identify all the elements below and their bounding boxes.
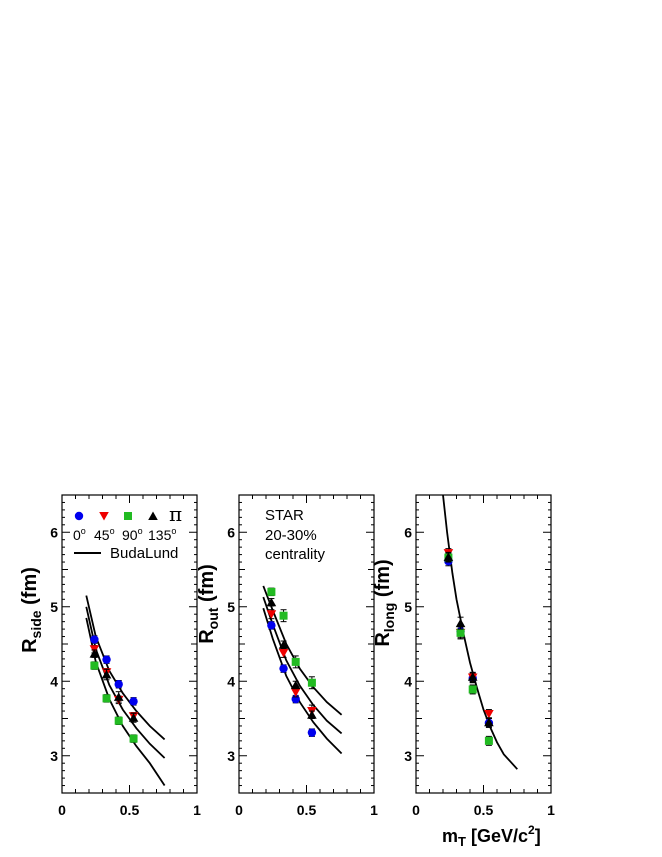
legend-marker-0 <box>74 511 84 521</box>
data-point-135 <box>278 640 289 649</box>
legend-particle: π <box>169 502 182 526</box>
budalund-curve <box>442 495 518 770</box>
y-tick-label: 5 <box>227 599 235 615</box>
x-axis-label-sup: 2 <box>528 823 535 837</box>
y-tick-label: 6 <box>50 524 58 540</box>
x-tick-label: 0 <box>412 802 420 818</box>
data-point-90 <box>291 657 300 666</box>
x-tick-label: 0 <box>235 802 243 818</box>
y-axis-label: Rout (fm) <box>196 564 221 644</box>
y-tick-label: 4 <box>404 673 412 689</box>
legend: 0o 45o 90o 135o π BudaLund <box>73 502 182 562</box>
data-point-90 <box>102 694 111 703</box>
y-tick-label: 3 <box>50 748 58 764</box>
data-point-0 <box>307 728 317 737</box>
y-axis-label: Rlong (fm) <box>372 559 397 646</box>
data-point-0 <box>129 697 138 706</box>
data-point-90 <box>484 736 493 745</box>
x-tick-label: 1 <box>193 802 201 818</box>
y-tick-label: 3 <box>227 748 235 764</box>
y-axis-label-sub: side <box>28 610 44 638</box>
data-point-135 <box>484 717 494 727</box>
y-tick-label: 4 <box>50 673 58 689</box>
y-axis-label-unit: (fm) <box>19 567 41 610</box>
panel-out: 0 0.5 1 3 4 5 6 Rout (fm) STAR 20-30% centrali… <box>196 494 378 818</box>
legend-label-0: 0o <box>73 526 86 543</box>
data-point-90 <box>129 734 138 743</box>
data-point-135 <box>290 680 301 689</box>
data-point-135 <box>89 649 100 658</box>
data-point-45 <box>266 610 277 619</box>
x-axis-label-end: ] <box>535 826 541 846</box>
x-axis-label-sub: T <box>458 834 466 849</box>
data-point-90 <box>279 611 288 620</box>
x-tick-label: 0.5 <box>120 802 140 818</box>
plot-frame <box>415 494 552 794</box>
y-tick-label: 6 <box>227 524 235 540</box>
y-tick-label: 5 <box>404 599 412 615</box>
data-point-45 <box>484 710 494 719</box>
data-point-0 <box>267 621 276 630</box>
marks: 0 0.5 1 3 4 5 6 <box>227 494 378 818</box>
y-axis-label: Rside (fm) <box>19 567 44 653</box>
data-point-135 <box>467 672 478 681</box>
legend-markers <box>74 511 158 521</box>
marks: 0 0.5 1 3 4 5 6 <box>404 494 555 818</box>
x-tick-label: 0.5 <box>297 802 317 818</box>
data-point-135 <box>307 710 317 719</box>
legend-marker-45 <box>99 512 109 521</box>
data-point-0 <box>114 680 123 689</box>
data-point-90 <box>267 587 276 596</box>
data-point-90 <box>90 661 99 670</box>
legend-marker-135 <box>148 511 158 520</box>
y-axis-label-main: R <box>196 629 218 644</box>
panel-long: 0 0.5 1 3 4 5 6 Rlong (fm) mT [GeV/c2] <box>372 494 555 849</box>
data-point-0 <box>279 664 288 673</box>
y-axis-label-unit: (fm) <box>372 559 394 602</box>
data-point-45 <box>278 648 289 658</box>
x-tick-label: 0.5 <box>474 802 494 818</box>
data-point-0 <box>102 655 111 664</box>
y-axis-label-main: R <box>372 632 394 647</box>
data-point-45 <box>290 688 301 697</box>
x-axis-label-main: m <box>442 826 458 846</box>
marks: 0 0.5 1 3 4 5 6 <box>50 494 201 818</box>
x-tick-label: 1 <box>370 802 378 818</box>
y-tick-label: 6 <box>404 524 412 540</box>
y-tick-label: 3 <box>404 748 412 764</box>
annotation-line-1: STAR <box>265 507 304 524</box>
data-point-90 <box>307 678 316 687</box>
y-axis-label-unit: (fm) <box>196 564 218 607</box>
x-axis-label: mT [GeV/c2] <box>442 823 541 849</box>
y-axis-label-sub: long <box>381 603 397 633</box>
annotation-line-2: 20-30% <box>265 527 317 544</box>
legend-marker-90 <box>124 512 132 520</box>
y-tick-label: 4 <box>227 673 235 689</box>
data-point-135 <box>266 597 277 607</box>
legend-model-label: BudaLund <box>110 545 178 562</box>
y-axis-label-sub: out <box>205 607 221 629</box>
legend-label-90: 90o <box>122 526 143 543</box>
legend-label-135: 135o <box>148 526 176 543</box>
budalund-curve <box>85 606 166 759</box>
data-point-90 <box>456 628 465 637</box>
annotation-line-3: centrality <box>265 546 326 563</box>
data-point-135 <box>113 692 124 701</box>
data-point-135 <box>455 618 466 628</box>
panel-side: 0 0.5 1 3 4 5 6 Rside (fm) 0o 45o 90o 135o π B… <box>19 494 201 818</box>
budalund-curve <box>262 607 343 755</box>
x-tick-label: 1 <box>547 802 555 818</box>
data-point-135 <box>443 552 454 561</box>
x-tick-label: 0 <box>58 802 66 818</box>
y-axis-label-main: R <box>19 638 41 653</box>
data-point-135 <box>128 713 139 722</box>
data-point-90 <box>468 685 477 694</box>
data-point-135 <box>101 670 112 679</box>
data-point-0 <box>90 635 99 644</box>
y-tick-label: 5 <box>50 599 58 615</box>
legend-label-45: 45o <box>94 526 115 543</box>
x-axis-label-rest: [GeV/c <box>466 826 528 846</box>
data-point-90 <box>114 716 123 725</box>
